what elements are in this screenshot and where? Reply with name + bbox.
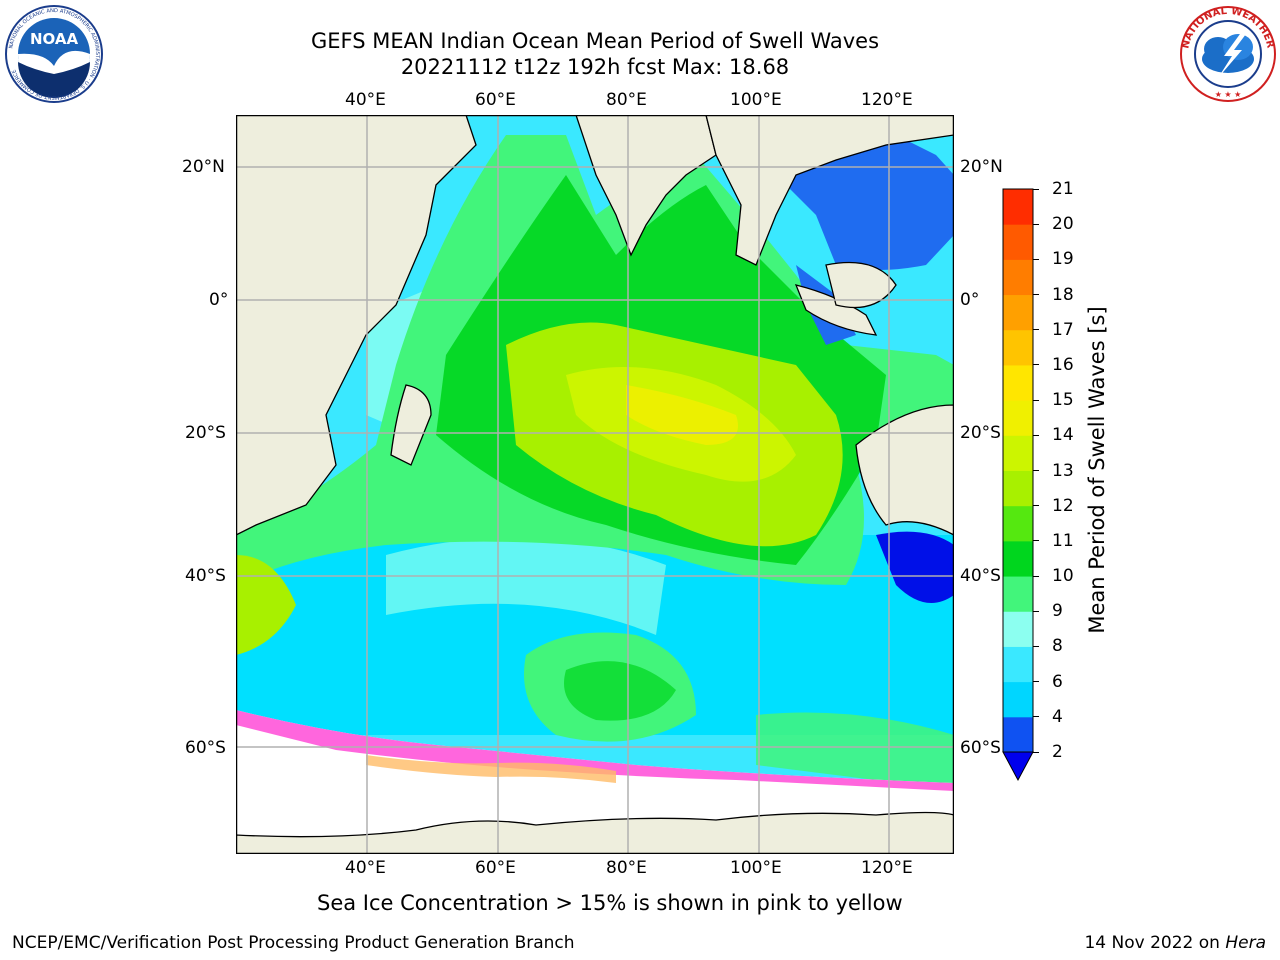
colorbar-tick-label: 9 [1052,601,1063,622]
colorbar-segment [1003,189,1033,225]
noaa-logo-text: NOAA [30,30,79,48]
lon-label-bottom: 40°E [345,858,386,878]
map-frame [236,115,954,854]
colorbar-tick-mark [1033,716,1039,718]
colorbar-under-arrow [1002,751,1034,782]
colorbar-tick-label: 14 [1052,425,1074,446]
colorbar-segment [1003,470,1033,507]
lon-label-bottom: 120°E [861,858,913,878]
lon-label-top: 80°E [606,90,647,110]
footer-host: Hera [1225,933,1266,953]
colorbar-tick-mark [1033,258,1039,260]
colorbar-segment [1003,576,1033,612]
colorbar-segment [1003,716,1033,753]
lon-label-top: 40°E [345,90,386,110]
colorbar-tick-label: 17 [1052,319,1074,340]
colorbar-segment [1003,505,1033,542]
land-masses [236,115,954,854]
colorbar-tick-mark [1033,645,1039,647]
colorbar-tick-mark [1033,505,1039,507]
colorbar-tick-mark [1033,575,1039,577]
colorbar-segment [1003,259,1033,296]
colorbar-tick-label: 8 [1052,636,1063,657]
lon-label-bottom: 100°E [730,858,782,878]
colorbar-tick-label: 12 [1052,495,1074,516]
graticule [236,115,954,854]
colorbar-tick-mark [1033,610,1039,612]
colorbar-tick-mark [1033,751,1039,753]
map-panel [236,115,954,854]
lon-label-top: 100°E [730,90,782,110]
colorbar-tick-label: 2 [1052,742,1063,762]
colorbar-tick-mark [1033,470,1039,471]
colorbar-segment [1003,681,1033,718]
colorbar-tick-label: 11 [1052,530,1074,551]
colorbar-tick-mark [1033,364,1039,366]
lat-label-right: 20°N [960,157,1003,177]
colorbar-segment [1003,364,1033,401]
lon-label-top: 60°E [475,90,516,110]
blue-swell-region [776,135,954,270]
colorbar [1002,188,1034,782]
colorbar-tick-mark [1033,188,1039,190]
colorbar-segment [1003,294,1033,331]
svg-text:★ ★ ★: ★ ★ ★ [1215,90,1242,99]
nws-logo: NATIONAL WEATHER SERVICE ★ ★ ★ [1178,4,1276,102]
chart-title: GEFS MEAN Indian Ocean Mean Period of Sw… [310,29,880,53]
colorbar-tick-label: 21 [1052,179,1074,199]
colorbar-tick-mark [1033,540,1039,542]
colorbar-segment [1003,329,1033,366]
colorbar-segment [1003,540,1033,577]
lat-label-left: 20°S [185,423,226,443]
footer-date: 14 Nov 2022 on [1084,933,1226,953]
colorbar-tick-label: 20 [1052,214,1074,235]
lon-label-top: 120°E [861,90,913,110]
lat-label-left: 60°S [185,738,226,758]
lon-label-bottom: 80°E [606,858,647,878]
colorbar-segment [1003,224,1033,260]
sea-ice-note: Sea Ice Concentration > 15% is shown in … [317,891,903,915]
lat-label-right: 60°S [960,738,1001,758]
colorbar-tick-mark [1033,294,1039,296]
lat-label-right: 40°S [960,566,1001,586]
lon-label-bottom: 60°E [475,858,516,878]
colorbar-segment [1003,646,1033,683]
colorbar-tick-label: 13 [1052,460,1074,481]
lat-label-left: 40°S [185,566,226,586]
colorbar-tick-mark [1033,681,1039,683]
colorbar-tick-label: 19 [1052,249,1074,270]
colorbar-label: Mean Period of Swell Waves [s] [1085,306,1109,634]
colorbar-tick-mark [1033,434,1039,436]
colorbar-tick-label: 4 [1052,706,1063,727]
colorbar-tick-mark [1033,329,1039,331]
lat-label-right: 0° [960,290,980,310]
colorbar-segment [1003,611,1033,647]
lat-label-right: 20°S [960,423,1001,443]
colorbar-tick-label: 10 [1052,566,1074,587]
lat-label-left: 20°N [182,157,225,177]
colorbar-segment [1003,435,1033,471]
footer-left: NCEP/EMC/Verification Post Processing Pr… [12,933,575,953]
noaa-logo: NOAA NATIONAL OCEANIC AND ATMOSPHERIC AD… [5,5,103,103]
footer-right: 14 Nov 2022 on Hera [1084,933,1266,953]
lat-label-left: 0° [209,290,229,310]
colorbar-tick-mark [1033,223,1039,225]
colorbar-tick-label: 15 [1052,390,1074,411]
colorbar-tick-mark [1033,399,1039,401]
colorbar-segments [1003,189,1033,753]
colorbar-tick-label: 16 [1052,354,1074,375]
colorbar-segment [1003,400,1033,436]
chart-subtitle: 20221112 t12z 192h fcst Max: 18.68 [400,55,790,79]
colorbar-tick-label: 18 [1052,284,1074,305]
colorbar-tick-label: 6 [1052,671,1063,692]
